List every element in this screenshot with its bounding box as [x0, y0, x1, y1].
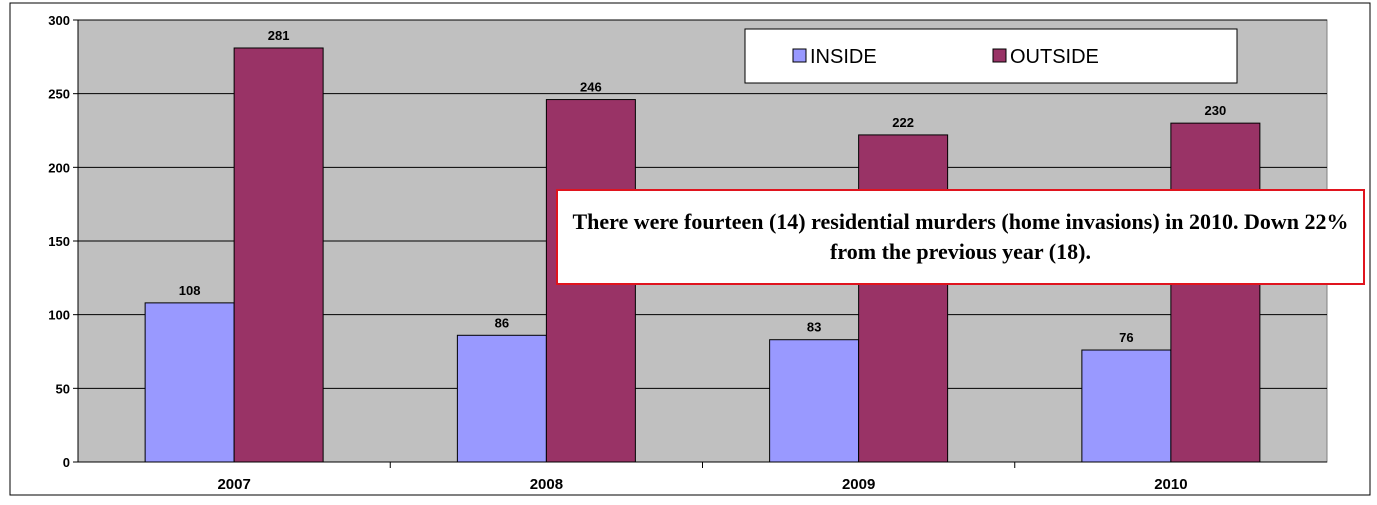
- bar-inside-2009: [769, 339, 860, 463]
- y-tick-label: 200: [48, 160, 70, 175]
- bar-outside-2007: [233, 47, 324, 463]
- data-label: 86: [495, 315, 509, 330]
- data-label: 281: [268, 28, 290, 43]
- annotation-callout: There were fourteen (14) residential mur…: [556, 189, 1365, 285]
- data-label: 222: [892, 115, 914, 130]
- legend-label-outside: OUTSIDE: [1010, 46, 1099, 68]
- bar-inside-2007: [144, 302, 235, 463]
- x-tick-label: 2009: [842, 476, 875, 493]
- legend-box: [744, 28, 1238, 84]
- legend-label-inside: INSIDE: [810, 46, 877, 68]
- data-label: 246: [580, 80, 602, 95]
- data-label: 108: [179, 283, 201, 298]
- data-label: 230: [1205, 103, 1227, 118]
- bar-inside-2010: [1081, 349, 1172, 463]
- data-label: 76: [1119, 330, 1133, 345]
- x-tick-label: 2010: [1154, 476, 1187, 493]
- x-tick-label: 2007: [217, 476, 250, 493]
- y-tick-label: 0: [63, 455, 70, 470]
- data-label: 83: [807, 320, 821, 335]
- y-tick-label: 50: [56, 381, 70, 396]
- y-tick-label: 100: [48, 308, 70, 323]
- chart-border: [9, 2, 1371, 496]
- y-tick-label: 300: [48, 13, 70, 28]
- x-tick-label: 2008: [530, 476, 563, 493]
- y-tick-label: 150: [48, 234, 70, 249]
- y-tick-label: 250: [48, 87, 70, 102]
- bar-outside-2010: [1170, 122, 1261, 463]
- legend-swatch-outside: [992, 48, 1007, 63]
- bar-inside-2008: [456, 334, 547, 463]
- legend-swatch-inside: [792, 48, 807, 63]
- bar-outside-2009: [858, 134, 949, 463]
